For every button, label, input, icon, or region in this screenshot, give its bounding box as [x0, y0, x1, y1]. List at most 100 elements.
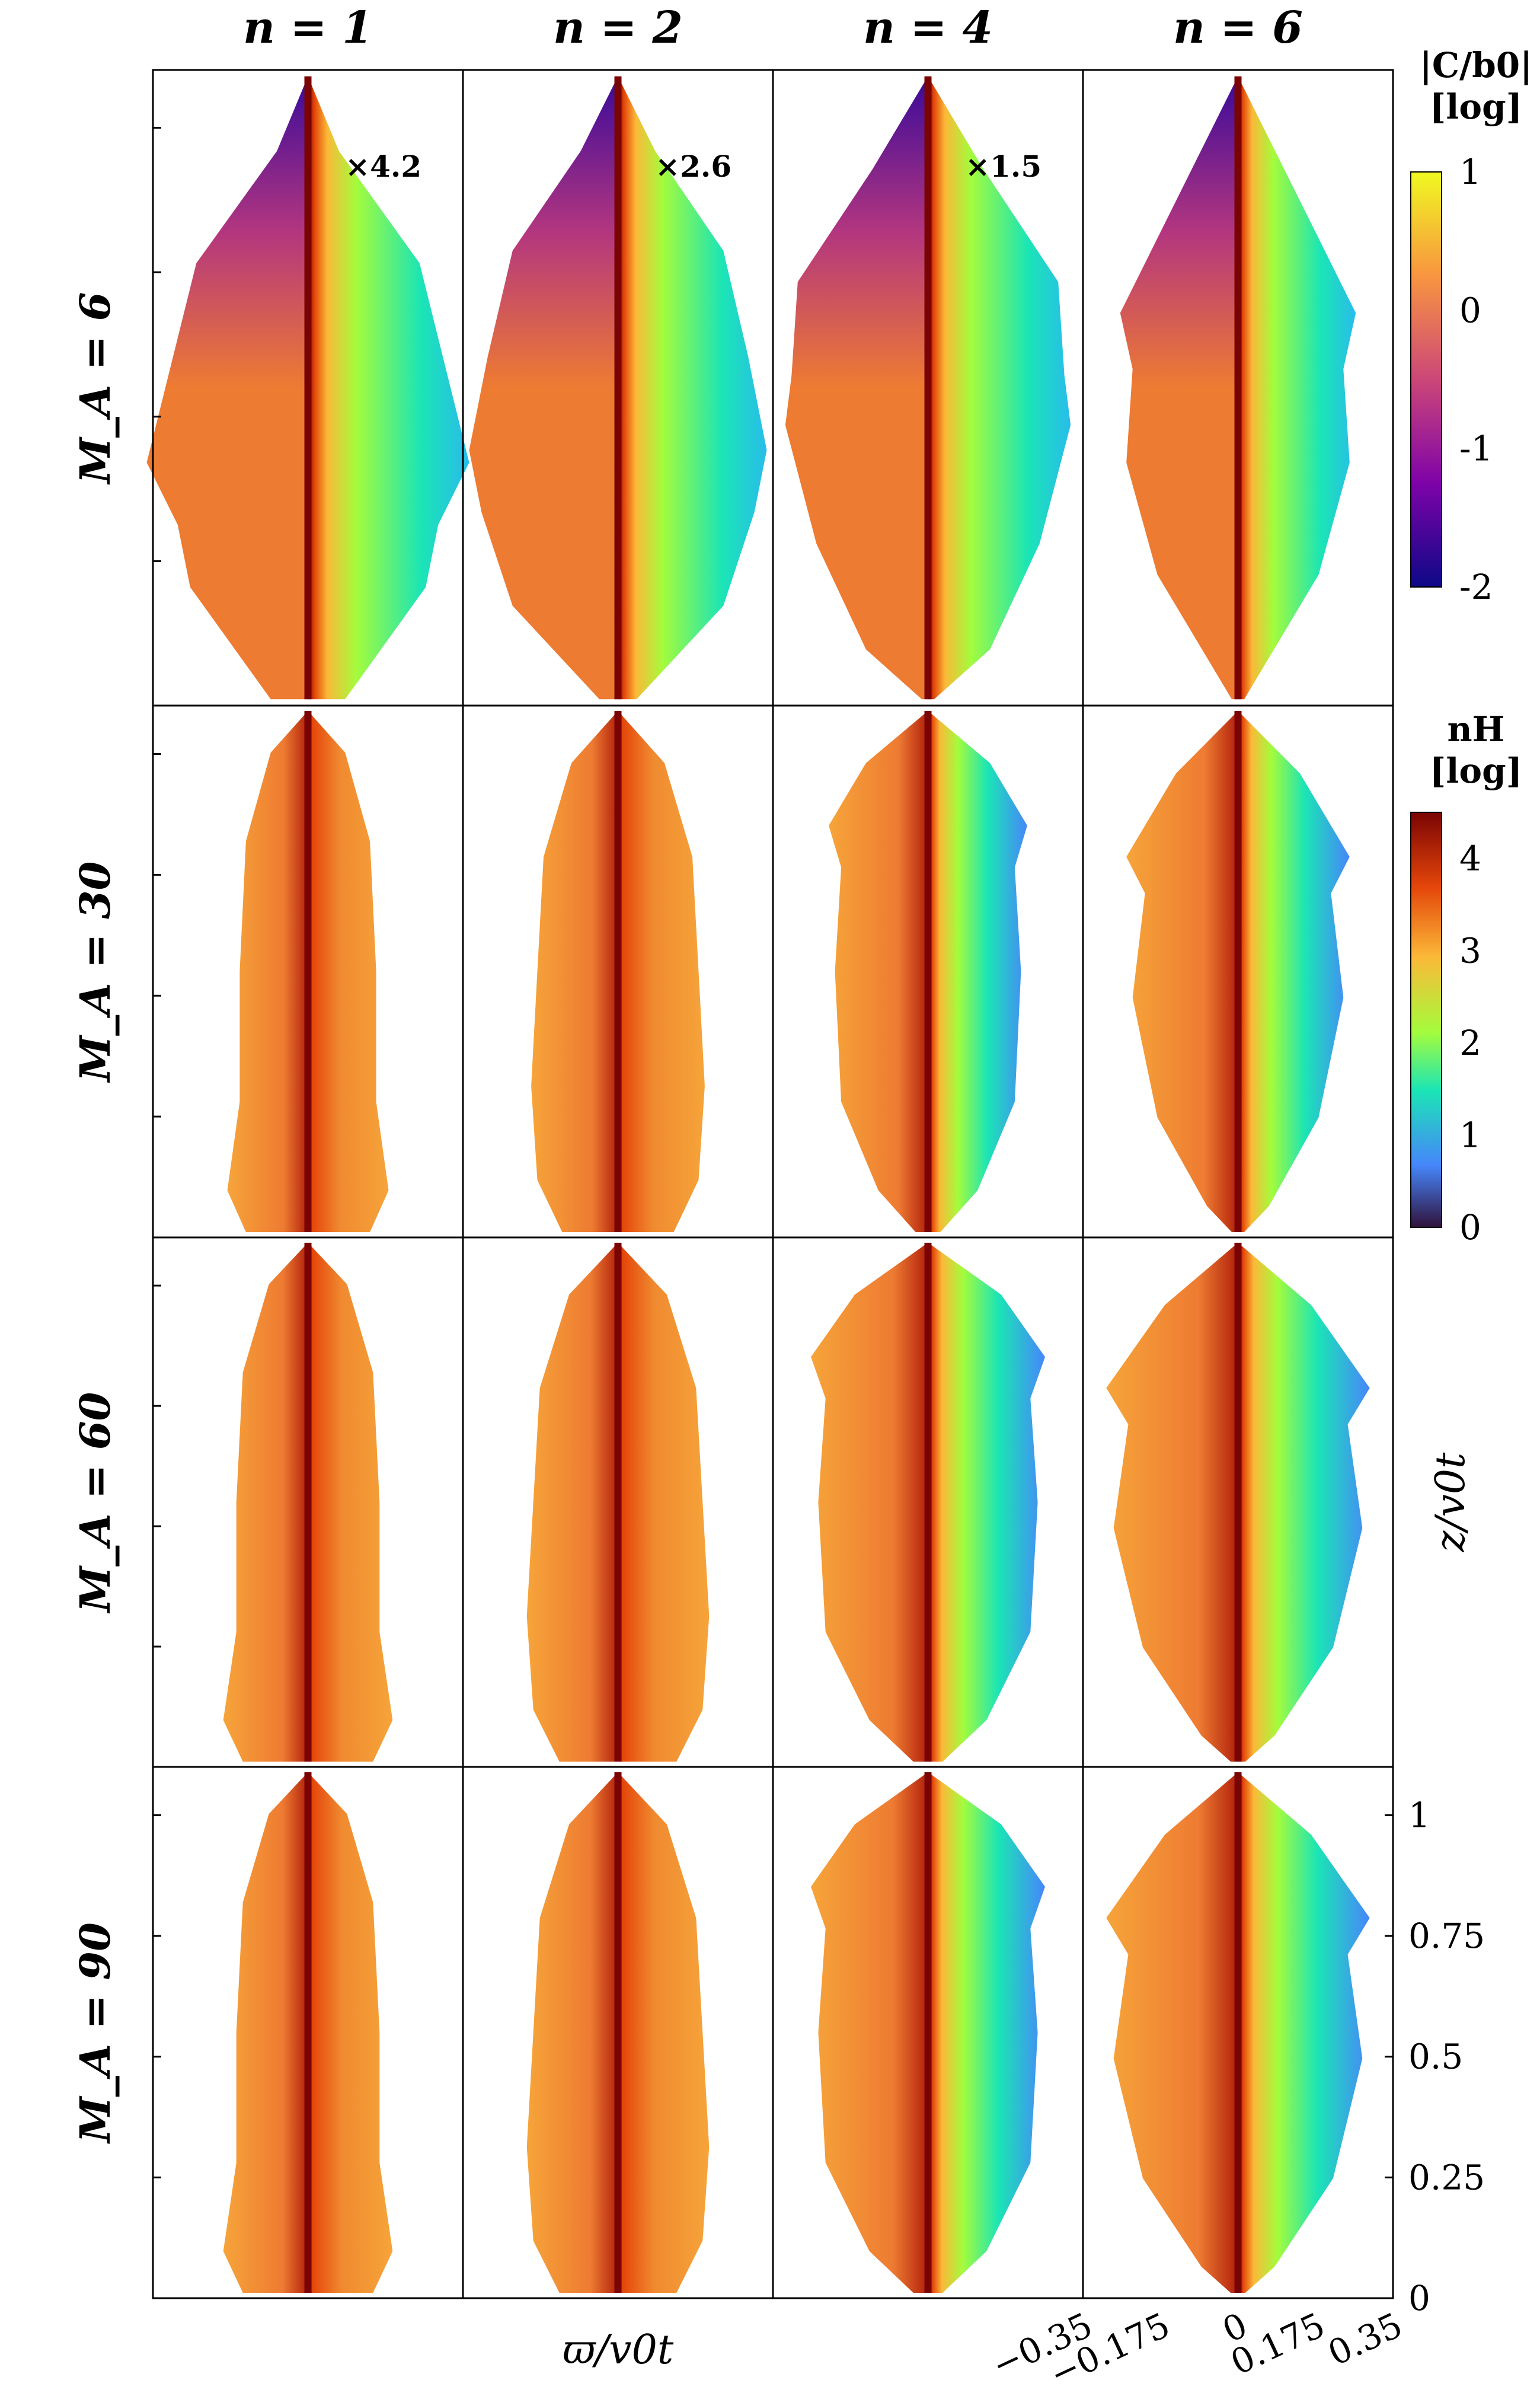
left-half-map [811, 1242, 928, 1762]
panel-60-n6 [1082, 1236, 1394, 1768]
left-half-map [1106, 1772, 1238, 2293]
panel-6-n4: ×1.5 [772, 69, 1084, 707]
right-half-map [928, 710, 1027, 1233]
right-half-map [1238, 1772, 1370, 2293]
scale-label: ×4.2 [345, 149, 421, 184]
left-half-map [811, 1772, 928, 2293]
labels-layer: n = 1 n = 2 n = 4 n = 6 M_A = 6 M_A = 30 M_A =… [71, 2, 1532, 2395]
jet-axis [1234, 1242, 1242, 1762]
jet-axis [304, 710, 312, 1233]
right-half-map [1238, 710, 1350, 1233]
panel-6-n6 [1082, 69, 1394, 707]
jet-axis [304, 76, 312, 700]
jet-axis [924, 1772, 932, 2293]
colorbar2-tick: 0 [1459, 1207, 1481, 1248]
panel-frame [1082, 1766, 1394, 2299]
ytick-label: 0 [1408, 2278, 1430, 2318]
right-half-map [308, 710, 389, 1233]
right-half-map [618, 710, 705, 1233]
jet-axis [614, 1242, 622, 1762]
left-half-map [227, 710, 308, 1233]
left-half-map [785, 76, 928, 700]
jet-axis [1234, 1772, 1242, 2293]
x-axis-label: ϖ/v0t [563, 2327, 674, 2373]
panel-30-n2 [462, 704, 774, 1239]
left-half-map [146, 76, 308, 700]
right-half-map [618, 76, 767, 700]
colorbar1-tick: 0 [1459, 290, 1481, 330]
colorbar1-subtitle: [log] [1430, 87, 1522, 127]
right-half-map [618, 1772, 710, 2293]
column-title-n4: n = 4 [863, 2, 993, 53]
colorbar2-tick: 2 [1459, 1023, 1481, 1063]
jet-axis [1234, 76, 1242, 700]
right-half-map [618, 1242, 710, 1762]
right-half-map [308, 1772, 393, 2293]
jet-axis [614, 1772, 622, 2293]
ytick-label: 1 [1408, 1795, 1430, 1835]
right-half-map [1238, 76, 1356, 700]
left-half-map [526, 1772, 618, 2293]
left-half-map [1126, 710, 1238, 1233]
right-half-map [1238, 1242, 1370, 1762]
panel-60-n1 [152, 1236, 464, 1768]
panel-90-n6 [1082, 1766, 1394, 2299]
panel-30-n1 [152, 704, 464, 1239]
jet-axis [614, 710, 622, 1233]
jet-axis [614, 76, 622, 700]
left-half-map [531, 710, 618, 1233]
jet-axis [924, 710, 932, 1233]
colorbar2-title: nH [1448, 709, 1505, 749]
left-half-map [1120, 76, 1238, 700]
jet-axis [924, 76, 932, 700]
panel-6-n1: ×4.2 [146, 69, 469, 707]
left-half-map [1106, 1242, 1238, 1762]
colorbar2-tick: 3 [1459, 930, 1481, 971]
left-half-map [223, 1772, 308, 2293]
colorbar1-tick: -1 [1459, 429, 1493, 469]
column-title-n1: n = 1 [243, 2, 373, 53]
colorbar1-tick: -2 [1459, 567, 1493, 607]
ytick-label: 0.5 [1408, 2037, 1463, 2077]
panel-90-n4 [772, 1766, 1084, 2299]
y-axis-label: z/v0t [1427, 1452, 1474, 1552]
left-half-map [526, 1242, 618, 1762]
colorbar2-tick: 1 [1459, 1115, 1481, 1155]
panel-30-n6 [1082, 704, 1394, 1239]
colorbar1-tick: 1 [1459, 152, 1481, 192]
panel-6-n2: ×2.6 [462, 69, 774, 707]
jet-axis [304, 1772, 312, 2293]
ytick-label: 0.25 [1408, 2157, 1485, 2197]
right-half-map [928, 76, 1071, 700]
right-half-map [308, 1242, 393, 1762]
ytick-label: 0.75 [1408, 1916, 1485, 1956]
panel-30-n4 [772, 704, 1084, 1239]
right-half-map [928, 1772, 1045, 2293]
right-half-map [928, 1242, 1045, 1762]
jet-axis [1234, 710, 1242, 1233]
colorbar1-title: |C/b0| [1420, 45, 1532, 85]
left-half-map [829, 710, 928, 1233]
column-title-n6: n = 6 [1173, 2, 1303, 53]
jet-axis [304, 1242, 312, 1762]
panel-60-n2 [462, 1236, 774, 1768]
colorbar2 [1410, 812, 1442, 1228]
left-half-map [223, 1242, 308, 1762]
panels-layer: ×4.2 ×2.6 ×1.5 [146, 69, 1394, 2299]
panel-90-n1 [152, 1766, 464, 2299]
row-title-ma60: M_A = 60 [71, 1392, 120, 1614]
row-title-ma30: M_A = 30 [71, 862, 120, 1083]
colorbar1 [1410, 171, 1442, 588]
scale-label: ×1.5 [965, 149, 1041, 184]
right-half-map [308, 76, 469, 700]
jet-axis [924, 1242, 932, 1762]
panel-60-n4 [772, 1236, 1084, 1768]
xtick-label: 0.35 [1322, 2305, 1408, 2373]
column-title-n2: n = 2 [553, 2, 683, 53]
colorbar2-tick: 4 [1459, 838, 1481, 879]
scale-label: ×2.6 [655, 149, 731, 184]
row-title-ma6: M_A = 6 [71, 292, 120, 485]
colorbar2-subtitle: [log] [1430, 751, 1522, 791]
left-half-map [469, 76, 618, 700]
